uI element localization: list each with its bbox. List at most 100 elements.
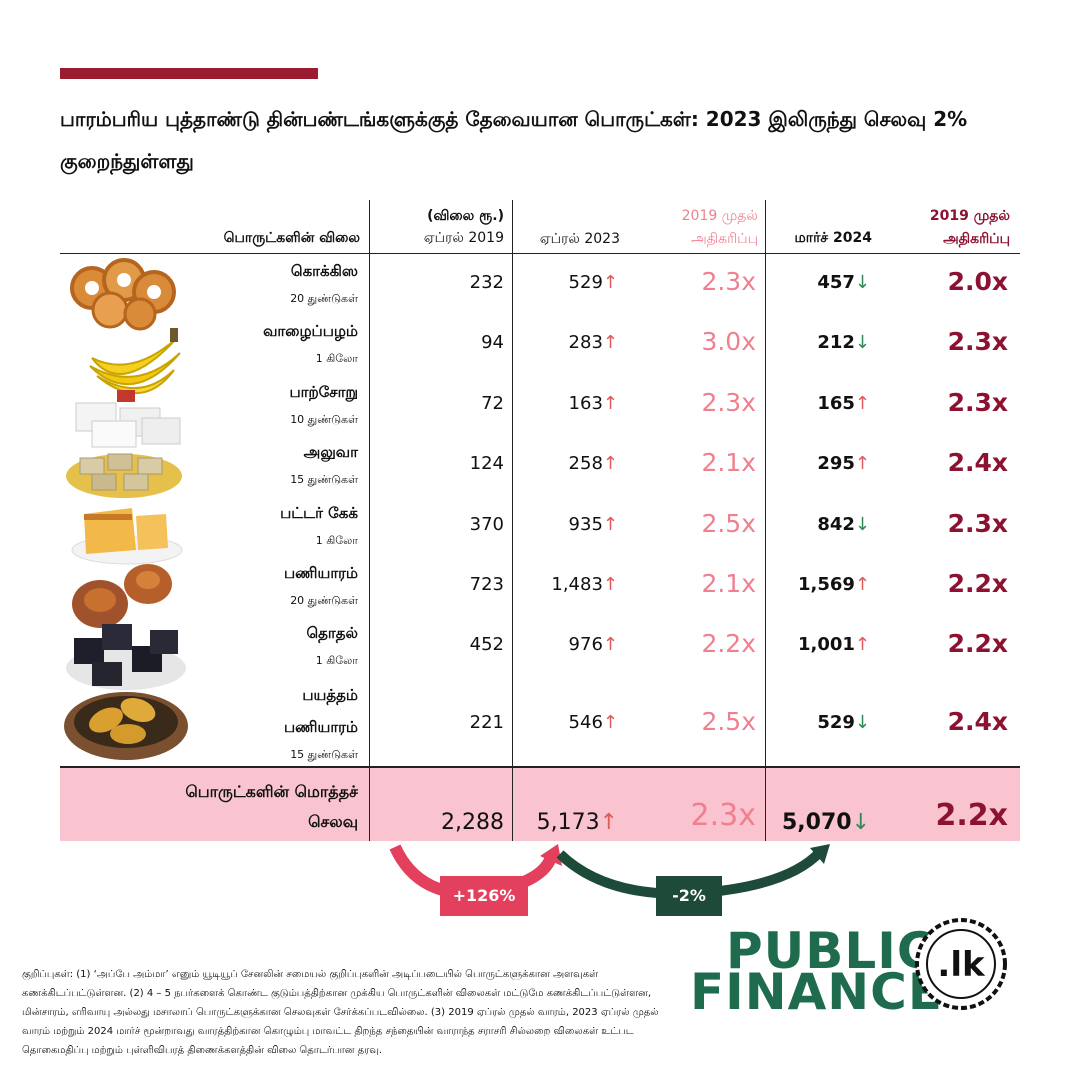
price-2024: 457↓ (817, 272, 870, 293)
item-quantity: 15 துண்டுகள் (290, 473, 358, 486)
header-price-unit: (விலை ரூ.) (427, 208, 504, 224)
price-2024: 842↓ (817, 514, 870, 535)
up-arrow-icon: ↑ (602, 393, 618, 414)
banana-icon (89, 328, 181, 395)
change-2023-2024-badge: -2% (656, 876, 722, 916)
header-item: பொருட்களின் விலை (223, 230, 360, 246)
up-arrow-icon: ↑ (602, 272, 618, 293)
item-quantity: 20 துண்டுகள் (290, 594, 358, 607)
footnotes: குறிப்புகள்: (1) ‘அப்பே அம்மா’ எனும் யூட… (22, 969, 659, 1056)
price-2023: 976↑ (568, 634, 618, 655)
up-arrow-icon: ↑ (602, 332, 618, 353)
item-quantity: 10 துண்டுகள் (290, 413, 358, 426)
increase-2024: 2.4x (947, 448, 1008, 477)
increase-2024: 2.3x (947, 509, 1008, 538)
total-row-background (60, 767, 1020, 841)
item-quantity: 20 துண்டுகள் (290, 292, 358, 305)
up-arrow-icon: ↑ (602, 514, 618, 535)
header-increase-2023-top: 2019 முதல் (681, 208, 758, 224)
price-2024: 1,001↑ (797, 634, 870, 655)
increase-2024: 2.2x (947, 569, 1008, 598)
logo-seal-icon: .lk (915, 918, 1007, 1010)
down-arrow-icon: ↓ (854, 272, 870, 293)
column-divider (765, 200, 766, 841)
butter-cake-icon (71, 508, 183, 565)
up-arrow-icon: ↑ (854, 574, 870, 595)
increase-2023: 2.3x (701, 388, 756, 417)
total-increase-2023: 2.3x (690, 798, 756, 833)
up-arrow-icon: ↑ (854, 634, 870, 655)
increase-2024: 2.2x (947, 629, 1008, 658)
change-2019-2023-badge: +126% (440, 876, 528, 916)
up-arrow-icon: ↑ (602, 453, 618, 474)
kavum-icon (72, 564, 172, 628)
price-2019: 232 (469, 272, 504, 293)
item-quantity: 15 துண்டுகள் (290, 748, 358, 761)
increase-2024: 2.3x (947, 327, 1008, 356)
food-illustrations (64, 258, 188, 760)
milk-rice-icon (75, 390, 181, 448)
price-2024: 165↑ (817, 393, 870, 414)
total-divider (60, 766, 1020, 768)
item-name: பயத்தம் (302, 686, 358, 704)
item-quantity: 1 கிலோ (315, 534, 358, 547)
price-2024: 1,569↑ (797, 574, 870, 595)
price-2023: 283↑ (568, 332, 618, 353)
down-arrow-icon: ↓ (854, 332, 870, 353)
aluwa-icon (66, 453, 182, 498)
price-2023: 1,483↑ (551, 574, 618, 595)
header-divider (60, 253, 1020, 254)
item-name: பட்டர் கேக் (280, 504, 358, 522)
increase-2024: 2.0x (947, 267, 1008, 296)
item-name: வாழைப்பழம் (263, 322, 358, 340)
item-name: தொதல் (306, 624, 358, 642)
increase-2023: 3.0x (701, 327, 756, 356)
dodol-icon (66, 624, 186, 690)
increase-2023: 2.2x (701, 629, 756, 658)
total-label: பொருட்களின் மொத்தச் (185, 782, 358, 801)
increase-2023: 2.1x (701, 569, 756, 598)
page-title: பாரம்பரிய புத்தாண்டு தின்பண்டங்களுக்குத்… (60, 107, 968, 173)
price-2019: 221 (469, 712, 504, 733)
price-2019: 370 (469, 514, 504, 535)
logo-public: PUBLIC (726, 922, 935, 980)
price-2024: 212↓ (817, 332, 870, 353)
price-2023: 163↑ (568, 393, 618, 414)
price-2024: 295↑ (817, 453, 870, 474)
item-name: பாற்சோறு (289, 383, 358, 401)
header-increase-2023-bottom: அதிகரிப்பு (691, 231, 758, 247)
item-name: பணியாரம் (284, 564, 358, 582)
price-2023: 258↑ (568, 453, 618, 474)
header-increase-2024-top: 2019 முதல் (929, 208, 1010, 224)
total-increase-2024: 2.2x (935, 798, 1009, 833)
title-accent-bar (60, 68, 318, 79)
logo-finance: FINANCE (690, 963, 943, 1021)
price-2024: 529↓ (817, 712, 870, 733)
price-2023: 935↑ (568, 514, 618, 535)
mun-kavum-icon (64, 692, 188, 760)
down-arrow-icon: ↓ (854, 712, 870, 733)
item-name: அலுவா (303, 443, 358, 461)
price-2019: 723 (469, 574, 504, 595)
price-2019: 72 (481, 393, 504, 414)
total-2023: 5,173↑ (536, 810, 618, 835)
up-arrow-icon: ↑ (854, 393, 870, 414)
total-label-line2: செலவு (308, 812, 358, 831)
up-arrow-icon: ↑ (854, 453, 870, 474)
logo-domain: .lk (937, 945, 986, 985)
down-arrow-icon: ↓ (851, 810, 870, 835)
price-2019: 124 (469, 453, 504, 474)
kokis-icon (70, 258, 176, 331)
price-2019: 94 (481, 332, 504, 353)
column-divider (369, 200, 370, 841)
up-arrow-icon: ↑ (602, 634, 618, 655)
total-2024: 5,070↓ (781, 810, 870, 835)
increase-2023: 2.3x (701, 267, 756, 296)
increase-2023: 2.5x (701, 509, 756, 538)
price-2023: 529↑ (568, 272, 618, 293)
down-arrow-icon: ↓ (854, 514, 870, 535)
price-2023: 546↑ (568, 712, 618, 733)
increase-2024: 2.3x (947, 388, 1008, 417)
up-arrow-icon: ↑ (602, 574, 618, 595)
item-quantity: 1 கிலோ (315, 654, 358, 667)
